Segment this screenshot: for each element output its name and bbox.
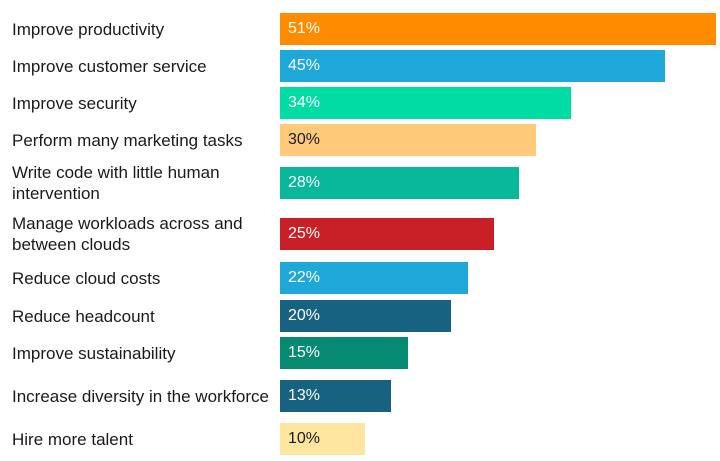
value-label: 45% xyxy=(288,57,321,74)
category-label: Increase diversity in the workforce xyxy=(12,386,269,406)
bar: 34% xyxy=(280,87,571,119)
category-label: Reduce cloud costs xyxy=(12,268,161,288)
bar: 51% xyxy=(280,13,716,45)
value-label: 22% xyxy=(288,269,321,286)
category-label: Hire more talent xyxy=(12,429,133,449)
value-label: 15% xyxy=(288,344,321,361)
bar: 13% xyxy=(280,380,392,412)
category-label: Improve customer service xyxy=(12,56,207,76)
bar: 25% xyxy=(280,218,494,250)
category-label: Improve productivity xyxy=(12,19,165,39)
value-label: 13% xyxy=(288,387,321,404)
bar: 22% xyxy=(280,262,469,294)
category-label: Perform many marketing tasks xyxy=(12,130,243,150)
value-label: 51% xyxy=(288,20,321,37)
value-label: 20% xyxy=(288,307,321,324)
category-label: Improve sustainability xyxy=(12,343,176,363)
category-label: Manage workloads across and between clou… xyxy=(12,214,243,254)
category-label: Improve security xyxy=(12,93,137,113)
value-label: 28% xyxy=(288,174,321,191)
bar: 30% xyxy=(280,124,537,156)
bar: 45% xyxy=(280,50,665,82)
bar: 10% xyxy=(280,423,366,455)
value-label: 34% xyxy=(288,94,321,111)
bar: 28% xyxy=(280,167,520,199)
category-label: Write code with little human interventio… xyxy=(12,163,220,203)
bar: 15% xyxy=(280,337,409,369)
value-label: 30% xyxy=(288,131,321,148)
value-label: 10% xyxy=(288,430,321,447)
value-label: 25% xyxy=(288,225,321,242)
bar: 20% xyxy=(280,300,451,332)
category-label: Reduce headcount xyxy=(12,306,155,326)
